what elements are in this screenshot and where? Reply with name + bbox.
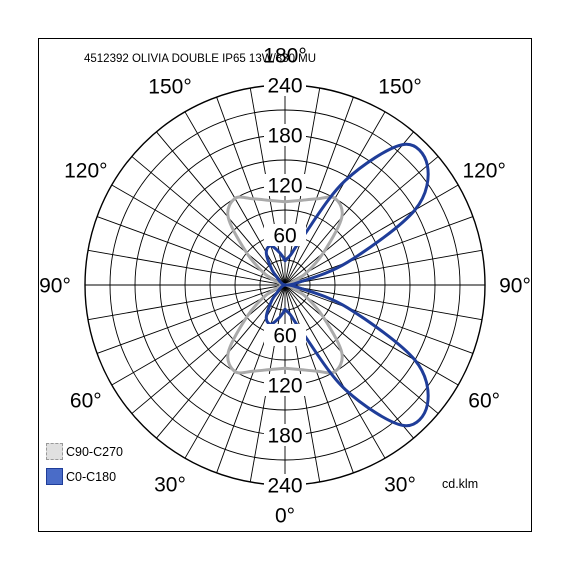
grid-spoke: [131, 284, 286, 414]
unit-label: cd.klm: [442, 477, 479, 491]
angle-label: 120°: [64, 160, 107, 183]
tick-label-bg: [264, 474, 306, 496]
legend-swatch-c90: [46, 443, 63, 460]
grid-spoke: [96, 216, 286, 286]
legend-swatch-c0: [46, 468, 63, 485]
grid-spoke: [284, 284, 414, 439]
grid-spoke: [87, 249, 286, 286]
grid-spoke: [96, 284, 286, 354]
intensity-curves: [226, 142, 430, 428]
radial-tick-label-up: 180: [267, 125, 302, 148]
legend-item-c0: C0-C180: [46, 468, 116, 485]
legend-label-c0: C0-C180: [66, 469, 117, 484]
grid-spoke: [284, 184, 459, 286]
grid-spoke: [284, 249, 483, 286]
tick-label-bg: [264, 374, 306, 396]
angle-labels: 0° 30° 30° 60° 60° 90° 90° 120° 120° 150° 150° 180°: [39, 45, 531, 528]
grid-spoke: [111, 184, 286, 286]
tick-label-bg: [264, 324, 306, 346]
radial-tick-label-up: 240: [267, 75, 302, 98]
grid-spoke: [284, 284, 474, 354]
grid-spoke: [284, 156, 439, 286]
angle-label: 120°: [462, 160, 505, 183]
grid-spoke: [284, 131, 414, 286]
tick-label-bg: [264, 124, 306, 146]
angle-label: 30°: [384, 474, 416, 497]
grid-spoke: [284, 96, 354, 286]
tick-label-bg: [264, 174, 306, 196]
angle-label: 150°: [378, 75, 421, 98]
angle-label: 90°: [39, 275, 71, 298]
angle-label: 60°: [70, 390, 102, 413]
polar-grid: [84, 84, 486, 486]
grid-spoke: [284, 284, 439, 414]
grid-spoke: [111, 284, 286, 386]
angle-label: 90°: [499, 275, 531, 298]
chart-title: 4512392 OLIVIA DOUBLE IP65 13W/830 MU: [84, 53, 317, 65]
radial-tick-label-down: 60: [273, 325, 296, 348]
angle-label: 60°: [468, 390, 500, 413]
tick-label-bg: [264, 424, 306, 446]
radial-tick-labels: 60 60 120 120 180 180 240 240: [264, 74, 306, 498]
radial-tick-label-down: 120: [267, 375, 302, 398]
angle-label: 180°: [263, 45, 306, 68]
grid-spoke: [216, 96, 286, 286]
grid-spoke: [284, 284, 459, 386]
grid-spoke: [284, 284, 354, 474]
grid-spoke: [156, 131, 286, 286]
grid-spoke: [284, 284, 483, 321]
angle-label: 0°: [275, 505, 295, 528]
tick-label-bg: [264, 224, 306, 246]
grid-spoke: [284, 216, 474, 286]
grid-spoke: [87, 284, 286, 321]
legend-label-c90: C90-C270: [66, 444, 123, 459]
angle-label: 30°: [154, 474, 186, 497]
radial-tick-label-down: 180: [267, 425, 302, 448]
grid-spoke: [156, 284, 286, 439]
series-curve-c0-c180: [264, 142, 430, 428]
legend-item-c90: C90-C270: [46, 443, 123, 460]
radial-tick-label-down: 240: [267, 475, 302, 498]
grid-spoke: [131, 156, 286, 286]
series-curve-c90-c270: [226, 195, 344, 375]
tick-label-bg: [264, 74, 306, 96]
radial-tick-label-up: 60: [273, 225, 296, 248]
angle-label: 150°: [148, 75, 191, 98]
grid-spoke: [216, 284, 286, 474]
radial-tick-label-up: 120: [267, 175, 302, 198]
